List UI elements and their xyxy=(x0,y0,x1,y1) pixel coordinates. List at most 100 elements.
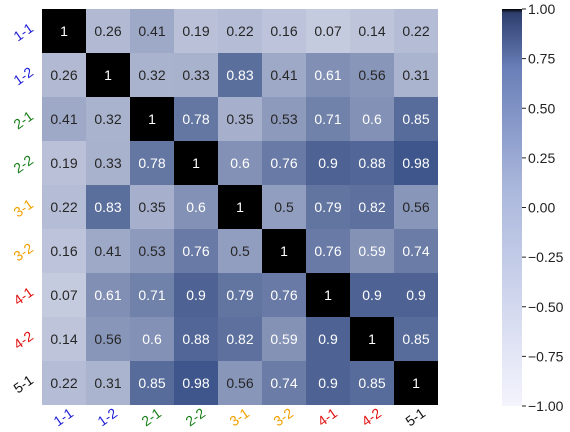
cell-value-label: 0.85 xyxy=(402,111,429,127)
heatmap-cell xyxy=(262,97,306,141)
cell-value-label: 0.33 xyxy=(182,67,209,83)
heatmap-cell xyxy=(130,9,174,53)
x-tick-label: 1-2 xyxy=(94,404,120,429)
cell-value-label: 0.16 xyxy=(50,243,77,259)
cell-value-label: 0.85 xyxy=(358,375,385,391)
cell-value-label: 0.56 xyxy=(358,67,385,83)
heatmap-cell xyxy=(306,185,350,229)
colorbar-tick-label: 0.00 xyxy=(528,200,555,216)
cell-value-label: 0.22 xyxy=(50,199,77,215)
cell-value-label: 0.6 xyxy=(230,155,250,171)
colorbar-ticks: 1.00 0.75 0.50 0.25 0.00 −0.25 −0.50 −0.75 −1.00 xyxy=(522,1,564,414)
heatmap-cell xyxy=(218,53,262,97)
heatmap-cell xyxy=(262,53,306,97)
heatmap-cell xyxy=(350,141,394,185)
cell-value-label: 0.76 xyxy=(182,243,209,259)
x-tick-labels: 1-1 1-2 2-1 2-2 3-1 3-2 4-1 4-2 5-1 xyxy=(50,404,428,429)
y-tick-label: 4-2 xyxy=(10,327,36,352)
cell-value-label: 0.79 xyxy=(226,287,253,303)
cell-value-label: 0.98 xyxy=(182,375,209,391)
heatmap-cell xyxy=(350,53,394,97)
x-tick-label: 4-2 xyxy=(358,404,384,429)
heatmap-cell xyxy=(218,97,262,141)
cell-value-label: 0.6 xyxy=(142,331,162,347)
y-tick-labels: 1-1 1-2 2-1 2-2 3-1 3-2 4-1 4-2 5-1 xyxy=(10,19,36,396)
y-tick-label: 3-2 xyxy=(10,239,36,264)
cell-value-label: 0.56 xyxy=(94,331,121,347)
heatmap-cell xyxy=(42,361,86,405)
cell-value-label: 0.33 xyxy=(94,155,121,171)
cell-value-label: 1 xyxy=(148,111,156,127)
heatmap-cell xyxy=(350,229,394,273)
cell-value-label: 0.53 xyxy=(138,243,165,259)
heatmap-cell xyxy=(86,141,130,185)
cell-value-label: 0.9 xyxy=(362,287,382,303)
heatmap-cell xyxy=(262,361,306,405)
cell-value-label: 0.61 xyxy=(94,287,121,303)
cell-value-label: 0.6 xyxy=(362,111,382,127)
cell-value-label: 0.41 xyxy=(138,23,165,39)
heatmap-cell xyxy=(262,141,306,185)
cell-value-label: 0.56 xyxy=(402,199,429,215)
cell-value-label: 0.26 xyxy=(94,23,121,39)
heatmap-cell xyxy=(306,53,350,97)
heatmap-cell xyxy=(42,9,86,53)
cell-value-label: 0.6 xyxy=(186,199,206,215)
colorbar xyxy=(502,9,522,406)
cell-value-label: 0.98 xyxy=(402,155,429,171)
cell-value-label: 0.59 xyxy=(358,243,385,259)
heatmap-cell xyxy=(306,273,350,317)
heatmap-cell xyxy=(130,229,174,273)
cell-value-label: 0.83 xyxy=(94,199,121,215)
cell-value-label: 1 xyxy=(412,375,420,391)
cell-value-label: 0.53 xyxy=(270,111,297,127)
y-tick-label: 3-1 xyxy=(10,195,36,220)
heatmap-cell xyxy=(350,273,394,317)
heatmap-cell xyxy=(174,317,218,361)
cell-value-label: 0.14 xyxy=(358,23,385,39)
heatmap-cell xyxy=(86,97,130,141)
cell-value-label: 0.9 xyxy=(186,287,206,303)
heatmap-cell xyxy=(174,141,218,185)
cell-value-label: 0.32 xyxy=(138,67,165,83)
heatmap-cell xyxy=(306,141,350,185)
heatmap-cell xyxy=(262,273,306,317)
cell-value-label: 1 xyxy=(60,23,68,39)
heatmap-cell xyxy=(174,53,218,97)
heatmap-cell xyxy=(394,273,438,317)
cell-value-label: 0.22 xyxy=(50,375,77,391)
heatmap-cell xyxy=(394,185,438,229)
cell-value-label: 0.61 xyxy=(314,67,341,83)
heatmap-cell xyxy=(350,185,394,229)
x-tick-label: 4-1 xyxy=(314,404,340,429)
colorbar-tick-label: −1.00 xyxy=(528,398,564,414)
heatmap-cell xyxy=(130,361,174,405)
heatmap-cell xyxy=(42,185,86,229)
colorbar-tick-label: 0.75 xyxy=(528,51,555,67)
cell-value-label: 0.9 xyxy=(318,375,338,391)
x-tick-label: 3-2 xyxy=(270,404,296,429)
cell-value-label: 0.19 xyxy=(182,23,209,39)
heatmap-cell xyxy=(262,9,306,53)
heatmap-cell xyxy=(42,141,86,185)
cell-value-label: 0.59 xyxy=(270,331,297,347)
cell-value-label: 0.74 xyxy=(402,243,429,259)
cell-value-label: 0.31 xyxy=(94,375,121,391)
x-tick-label: 2-1 xyxy=(138,404,164,429)
cell-value-label: 0.32 xyxy=(94,111,121,127)
cell-value-label: 0.35 xyxy=(226,111,253,127)
heatmap-cell xyxy=(218,185,262,229)
cell-value-label: 0.82 xyxy=(226,331,253,347)
heatmap-cell xyxy=(130,53,174,97)
heatmap-cell xyxy=(262,229,306,273)
heatmap-cell xyxy=(350,9,394,53)
heatmap-cell xyxy=(306,229,350,273)
cell-value-label: 0.41 xyxy=(270,67,297,83)
heatmap-cell xyxy=(174,229,218,273)
cell-value-label: 0.83 xyxy=(226,67,253,83)
heatmap-cell xyxy=(394,317,438,361)
cell-value-label: 0.9 xyxy=(406,287,426,303)
cell-value-label: 0.88 xyxy=(182,331,209,347)
cell-value-label: 1 xyxy=(280,243,288,259)
